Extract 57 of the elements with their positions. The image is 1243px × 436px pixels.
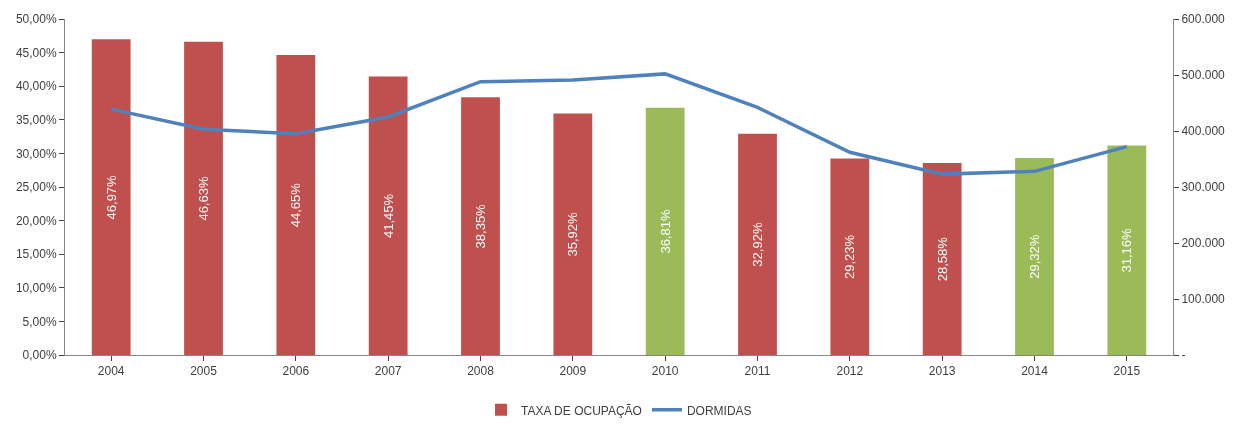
x-tick-label: 2008: [467, 364, 495, 379]
x-tick-label: 2004: [97, 364, 125, 379]
data-label: 46,97%: [103, 174, 119, 220]
y2-tick-label: 200.000: [1181, 236, 1226, 251]
y2-tick-label: 600.000: [1181, 12, 1226, 27]
data-label: 38,35%: [473, 203, 488, 249]
y2-tick-label: 500.000: [1181, 68, 1226, 83]
line-series: [109, 72, 1129, 176]
bar: [553, 113, 593, 355]
data-label: 31,16%: [1119, 228, 1135, 273]
data-label: 41,45%: [380, 193, 396, 238]
x-tick-label: 2006: [282, 364, 310, 379]
bar: [184, 41, 223, 355]
data-label: 32,92%: [750, 222, 765, 267]
y-tick-label: 0,00%: [22, 348, 57, 363]
data-label: 36,81%: [657, 209, 673, 254]
x-tick-label: 2011: [744, 364, 771, 379]
data-label: 35,92%: [565, 212, 581, 257]
bar: [645, 107, 685, 355]
y-tick-label: 25,00%: [15, 180, 57, 195]
y-tick-label: 15,00%: [15, 247, 57, 262]
x-tick-label: 2009: [559, 364, 587, 379]
y-tick-label: 40,00%: [15, 79, 57, 94]
y-tick-label: 35,00%: [15, 113, 57, 127]
y2-tick-label: 400.000: [1181, 124, 1226, 139]
y2-tick-label: 100.000: [1181, 292, 1226, 307]
data-label: 29,23%: [842, 234, 858, 280]
y-tick-label: 5,00%: [22, 314, 57, 329]
y2-tick-label: 300.000: [1181, 180, 1226, 195]
y-tick-label: 20,00%: [15, 213, 57, 228]
data-label: 28,58%: [934, 236, 950, 282]
bar: [461, 97, 500, 355]
y-tick-label: 50,00%: [15, 12, 57, 27]
x-tick-label: 2013: [928, 364, 956, 379]
y-tick-label: 10,00%: [15, 281, 57, 295]
legend-label: DORMIDAS: [686, 403, 752, 418]
bar: [830, 158, 870, 355]
y-tick-label: 45,00%: [15, 45, 57, 60]
y-tick-label: 30,00%: [15, 146, 57, 161]
bar: [1015, 157, 1054, 355]
data-label: 46,63%: [196, 176, 211, 221]
bar: [91, 39, 131, 355]
x-tick-label: 2010: [651, 364, 679, 379]
x-tick-label: 2014: [1021, 364, 1049, 379]
x-tick-label: 2005: [190, 364, 218, 379]
data-label: 44,65%: [288, 182, 304, 228]
data-label: 29,32%: [1027, 234, 1042, 279]
x-tick-label: 2015: [1113, 364, 1141, 379]
bar: [368, 76, 408, 355]
legend-label: TAXA DE OCUPAÇÃO: [521, 403, 642, 418]
bar: [738, 133, 777, 355]
bar: [922, 162, 962, 355]
x-tick-label: 2007: [374, 364, 402, 379]
y2-tick-label: -: [1181, 348, 1186, 363]
x-tick-label: 2012: [836, 364, 864, 379]
bar: [276, 54, 316, 355]
bar: [1107, 145, 1147, 355]
